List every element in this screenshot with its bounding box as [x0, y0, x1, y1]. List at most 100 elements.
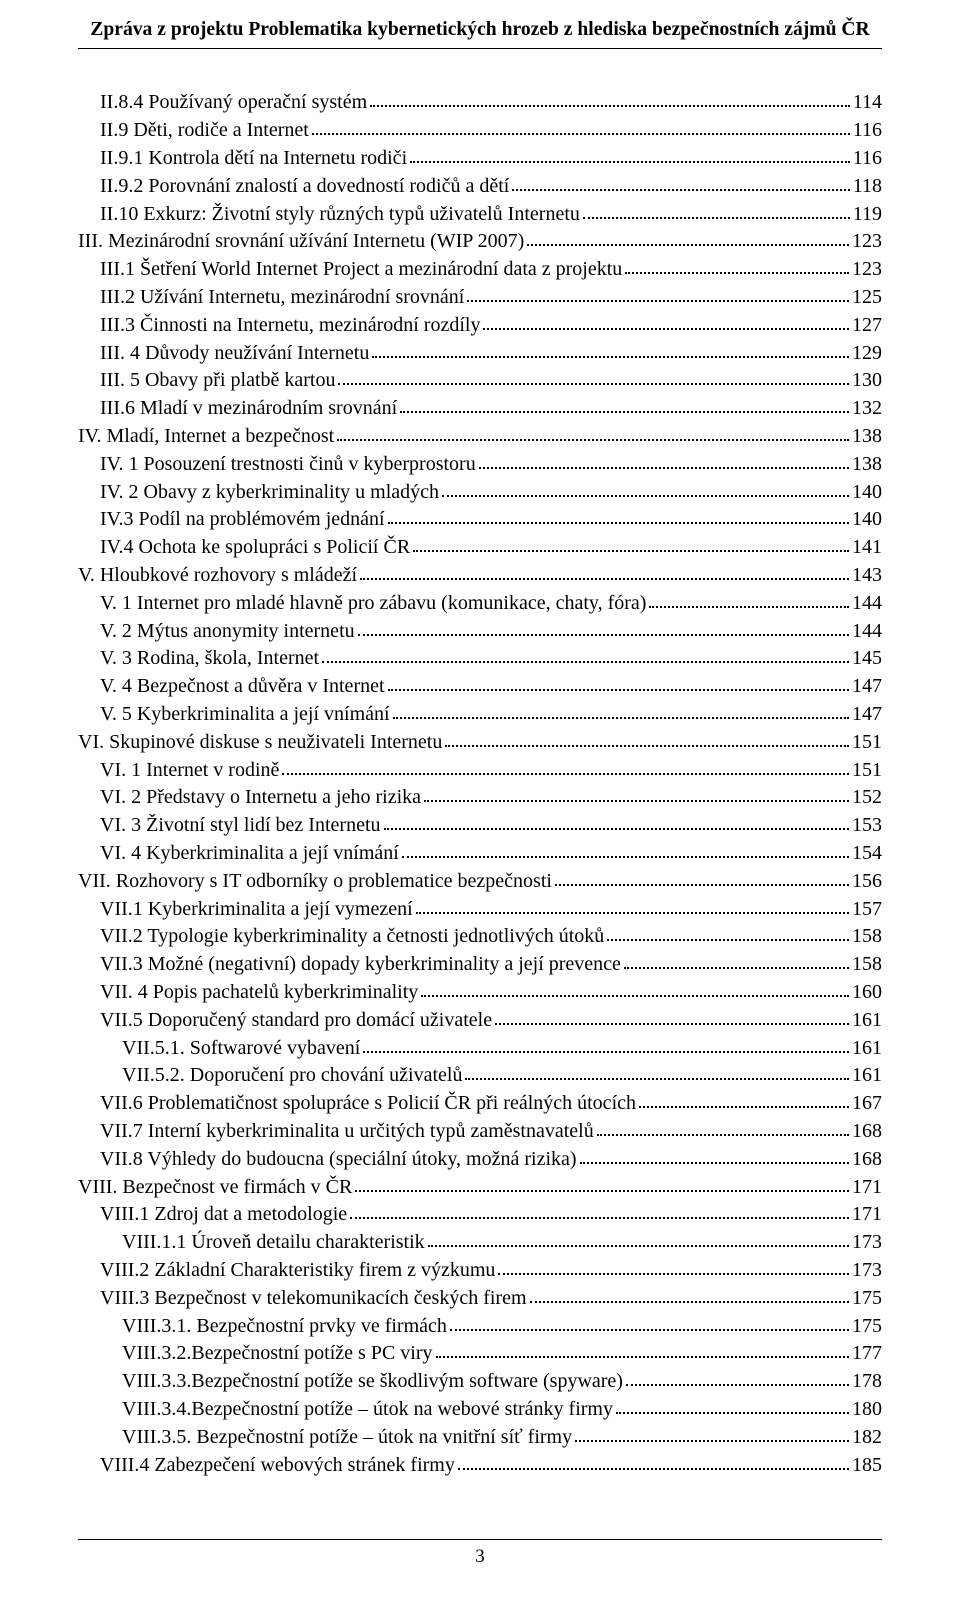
toc-entry-page: 143	[852, 562, 882, 590]
toc-leader-dots	[416, 901, 849, 914]
toc-entry-page: 153	[852, 812, 882, 840]
toc-entry[interactable]: VII.2 Typologie kyberkriminality a četno…	[78, 923, 882, 951]
toc-entry-label: VII.5.2. Doporučení pro chování uživatel…	[122, 1062, 462, 1090]
toc-entry[interactable]: VII.8 Výhledy do budoucna (speciální úto…	[78, 1146, 882, 1174]
toc-entry-label: V. 4 Bezpečnost a důvěra v Internet	[100, 673, 385, 701]
toc-entry[interactable]: II.8.4 Používaný operační systém 114	[78, 89, 882, 117]
toc-entry[interactable]: VI. 3 Životní styl lidí bez Internetu 15…	[78, 812, 882, 840]
toc-entry-page: 156	[852, 868, 882, 896]
toc-entry[interactable]: VII.5 Doporučený standard pro domácí uži…	[78, 1007, 882, 1035]
toc-entry[interactable]: VII.5.1. Softwarové vybavení 161	[78, 1035, 882, 1063]
toc-entry[interactable]: VIII. Bezpečnost ve firmách v ČR 171	[78, 1174, 882, 1202]
toc-leader-dots	[421, 984, 849, 997]
toc-entry-page: 140	[852, 506, 882, 534]
toc-entry[interactable]: IV. 2 Obavy z kyberkriminality u mladých…	[78, 479, 882, 507]
toc-leader-dots	[370, 94, 850, 107]
toc-entry-label: VII. Rozhovory s IT odborníky o problema…	[78, 868, 552, 896]
toc-entry[interactable]: II.9.1 Kontrola dětí na Internetu rodiči…	[78, 145, 882, 173]
toc-entry-label: III.3 Činnosti na Internetu, mezinárodní…	[100, 312, 480, 340]
toc-entry-label: II.10 Exkurz: Životní styly různých typů…	[100, 201, 580, 229]
toc-entry-label: IV. 2 Obavy z kyberkriminality u mladých	[100, 479, 439, 507]
toc-entry[interactable]: V. 3 Rodina, škola, Internet 145	[78, 645, 882, 673]
toc-entry[interactable]: II.9.2 Porovnání znalostí a dovedností r…	[78, 173, 882, 201]
toc-entry[interactable]: VII. 4 Popis pachatelů kyberkriminality …	[78, 979, 882, 1007]
toc-entry[interactable]: VIII.3.5. Bezpečnostní potíže – útok na …	[78, 1424, 882, 1452]
toc-entry-page: 171	[852, 1174, 882, 1202]
toc-entry[interactable]: VII.1 Kyberkriminalita a její vymezení 1…	[78, 896, 882, 924]
toc-entry[interactable]: IV.4 Ochota ke spolupráci s Policií ČR 1…	[78, 534, 882, 562]
toc-entry[interactable]: IV. 1 Posouzení trestnosti činů v kyberp…	[78, 451, 882, 479]
toc-entry[interactable]: II.9 Děti, rodiče a Internet 116	[78, 117, 882, 145]
toc-entry[interactable]: VI. Skupinové diskuse s neuživateli Inte…	[78, 729, 882, 757]
toc-entry-page: 114	[853, 89, 882, 117]
toc-entry-page: 125	[852, 284, 882, 312]
toc-entry[interactable]: VIII.3.2.Bezpečnostní potíže s PC viry 1…	[78, 1340, 882, 1368]
toc-entry[interactable]: III.6 Mladí v mezinárodním srovnání 132	[78, 395, 882, 423]
toc-leader-dots	[402, 845, 849, 858]
toc-entry-page: 127	[852, 312, 882, 340]
toc-entry[interactable]: V. 5 Kyberkriminalita a její vnímání 147	[78, 701, 882, 729]
toc-leader-dots	[388, 678, 849, 691]
table-of-contents: II.8.4 Používaný operační systém 114II.9…	[78, 89, 882, 1479]
toc-entry[interactable]: V. Hloubkové rozhovory s mládeží 143	[78, 562, 882, 590]
toc-entry-page: 161	[852, 1062, 882, 1090]
toc-entry[interactable]: III.1 Šetření World Internet Project a m…	[78, 256, 882, 284]
toc-entry[interactable]: VIII.1 Zdroj dat a metodologie 171	[78, 1201, 882, 1229]
toc-entry-label: V. 5 Kyberkriminalita a její vnímání	[100, 701, 390, 729]
toc-leader-dots	[597, 1123, 849, 1136]
toc-entry-page: 147	[852, 673, 882, 701]
toc-leader-dots	[445, 734, 849, 747]
report-title: Zpráva z projektu Problematika kyberneti…	[78, 18, 882, 42]
toc-entry[interactable]: VIII.2 Základní Charakteristiky firem z …	[78, 1257, 882, 1285]
toc-entry-label: VI. 3 Životní styl lidí bez Internetu	[100, 812, 381, 840]
toc-entry-label: III. Mezinárodní srovnání užívání Intern…	[78, 228, 524, 256]
toc-entry[interactable]: III.2 Užívání Internetu, mezinárodní sro…	[78, 284, 882, 312]
toc-leader-dots	[512, 178, 849, 191]
toc-leader-dots	[436, 1345, 850, 1358]
toc-entry-page: 116	[853, 117, 882, 145]
toc-entry[interactable]: VII.3 Možné (negativní) dopady kyberkrim…	[78, 951, 882, 979]
toc-entry-page: 154	[852, 840, 882, 868]
toc-entry[interactable]: VIII.4 Zabezpečení webových stránek firm…	[78, 1452, 882, 1480]
toc-entry[interactable]: VII.6 Problematičnost spolupráce s Polic…	[78, 1090, 882, 1118]
toc-entry-label: VII.8 Výhledy do budoucna (speciální úto…	[100, 1146, 577, 1174]
toc-entry[interactable]: V. 2 Mýtus anonymity internetu 144	[78, 618, 882, 646]
toc-entry[interactable]: IV.3 Podíl na problémovém jednání 140	[78, 506, 882, 534]
toc-entry[interactable]: VIII.1.1 Úroveň detailu charakteristik 1…	[78, 1229, 882, 1257]
toc-entry[interactable]: IV. Mladí, Internet a bezpečnost 138	[78, 423, 882, 451]
toc-entry[interactable]: II.10 Exkurz: Životní styly různých typů…	[78, 201, 882, 229]
toc-entry-page: 167	[852, 1090, 882, 1118]
toc-entry[interactable]: VIII.3 Bezpečnost v telekomunikacích čes…	[78, 1285, 882, 1313]
toc-entry-label: VII.5 Doporučený standard pro domácí uži…	[100, 1007, 492, 1035]
toc-leader-dots	[282, 762, 849, 775]
header-rule	[78, 48, 882, 49]
toc-leader-dots	[372, 345, 849, 358]
toc-entry[interactable]: V. 4 Bezpečnost a důvěra v Internet 147	[78, 673, 882, 701]
toc-entry[interactable]: III. 4 Důvody neužívání Internetu 129	[78, 340, 882, 368]
toc-leader-dots	[338, 372, 849, 385]
toc-entry-page: 175	[852, 1313, 882, 1341]
toc-entry[interactable]: VII.5.2. Doporučení pro chování uživatel…	[78, 1062, 882, 1090]
toc-entry[interactable]: VIII.3.4.Bezpečnostní potíže – útok na w…	[78, 1396, 882, 1424]
toc-entry-page: 185	[852, 1452, 882, 1480]
toc-entry[interactable]: VI. 4 Kyberkriminalita a její vnímání 15…	[78, 840, 882, 868]
toc-entry[interactable]: VII.7 Interní kyberkriminalita u určitýc…	[78, 1118, 882, 1146]
toc-entry[interactable]: III. Mezinárodní srovnání užívání Intern…	[78, 228, 882, 256]
toc-leader-dots	[442, 484, 849, 497]
toc-entry-page: 175	[852, 1285, 882, 1313]
toc-entry-page: 132	[852, 395, 882, 423]
toc-entry[interactable]: V. 1 Internet pro mladé hlavně pro zábav…	[78, 590, 882, 618]
toc-entry[interactable]: VI. 2 Představy o Internetu a jeho rizik…	[78, 784, 882, 812]
toc-entry[interactable]: VII. Rozhovory s IT odborníky o problema…	[78, 868, 882, 896]
toc-entry-page: 160	[852, 979, 882, 1007]
toc-entry-label: VII.3 Možné (negativní) dopady kyberkrim…	[100, 951, 621, 979]
toc-entry[interactable]: VIII.3.1. Bezpečnostní prvky ve firmách …	[78, 1313, 882, 1341]
toc-entry[interactable]: VIII.3.3.Bezpečnostní potíže se škodlivý…	[78, 1368, 882, 1396]
toc-entry[interactable]: VI. 1 Internet v rodině 151	[78, 757, 882, 785]
toc-leader-dots	[393, 706, 849, 719]
toc-entry-page: 118	[853, 173, 882, 201]
toc-leader-dots	[428, 1234, 849, 1247]
toc-leader-dots	[312, 122, 850, 135]
toc-entry[interactable]: III.3 Činnosti na Internetu, mezinárodní…	[78, 312, 882, 340]
toc-entry[interactable]: III. 5 Obavy při platbě kartou 130	[78, 367, 882, 395]
